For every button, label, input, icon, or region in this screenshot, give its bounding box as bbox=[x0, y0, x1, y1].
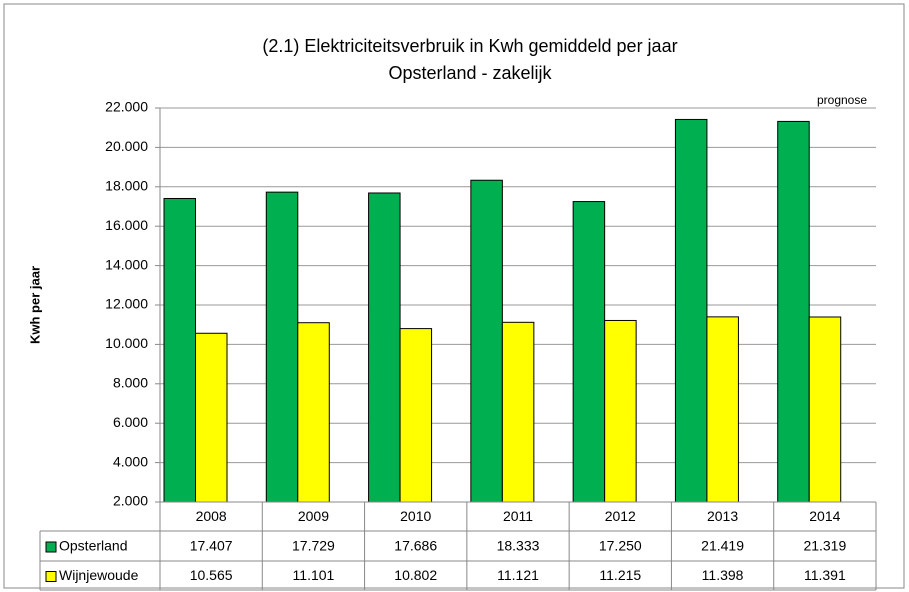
bar bbox=[297, 322, 330, 503]
y-tick-label: 10.000 bbox=[105, 335, 148, 351]
annotation: prognose bbox=[817, 93, 867, 107]
chart-title: (2.1) Elektriciteitsverbruik in Kwh gemi… bbox=[262, 36, 677, 56]
y-tick-label: 16.000 bbox=[105, 217, 148, 233]
x-tick-label: 2010 bbox=[400, 508, 431, 524]
bar bbox=[604, 319, 637, 503]
y-tick-label: 12.000 bbox=[105, 296, 148, 312]
data-label: 10.802 bbox=[394, 567, 437, 583]
y-tick-label: 20.000 bbox=[105, 138, 148, 154]
data-label: 11.391 bbox=[804, 567, 846, 583]
y-tick-label: 6.000 bbox=[113, 414, 148, 430]
bar bbox=[501, 321, 535, 503]
y-axis-label: Kwh per jaar bbox=[27, 266, 42, 344]
bar bbox=[470, 179, 503, 503]
bar bbox=[808, 316, 842, 503]
chart-subtitle: Opsterland - zakelijk bbox=[388, 63, 552, 83]
y-tick-label: 14.000 bbox=[105, 256, 148, 272]
y-tick-label: 22.000 bbox=[105, 99, 148, 115]
legend-label: Wijnjewoude bbox=[59, 567, 139, 583]
x-tick-label: 2012 bbox=[605, 508, 636, 524]
data-label: 21.319 bbox=[803, 538, 846, 554]
data-label: 11.101 bbox=[293, 567, 335, 583]
data-label: 17.407 bbox=[190, 538, 233, 554]
data-label: 17.250 bbox=[599, 538, 642, 554]
x-tick-label: 2009 bbox=[298, 508, 329, 524]
bar bbox=[195, 332, 228, 503]
y-tick-label: 18.000 bbox=[105, 178, 148, 194]
chart-border bbox=[3, 3, 905, 589]
bar bbox=[777, 120, 810, 503]
bar bbox=[368, 192, 401, 503]
bar bbox=[674, 118, 708, 503]
data-label: 11.215 bbox=[599, 567, 641, 583]
data-label: 17.686 bbox=[394, 538, 437, 554]
legend-swatch bbox=[45, 541, 57, 553]
y-tick-label: 8.000 bbox=[113, 375, 148, 391]
bar bbox=[399, 328, 433, 503]
data-label: 17.729 bbox=[292, 538, 335, 554]
data-label: 11.398 bbox=[702, 567, 744, 583]
x-tick-label: 2014 bbox=[809, 508, 840, 524]
bar bbox=[163, 197, 196, 503]
data-label: 21.419 bbox=[701, 538, 744, 554]
bar bbox=[265, 191, 299, 503]
y-tick-label: 4.000 bbox=[113, 453, 148, 469]
legend-label: Opsterland bbox=[59, 538, 127, 554]
data-label: 10.565 bbox=[190, 567, 233, 583]
x-tick-label: 2013 bbox=[707, 508, 738, 524]
data-label: 18.333 bbox=[497, 538, 540, 554]
bar bbox=[572, 201, 606, 503]
y-tick-label: 2.000 bbox=[113, 493, 148, 509]
data-label: 11.121 bbox=[497, 567, 539, 583]
legend-swatch bbox=[45, 571, 57, 582]
x-tick-label: 2008 bbox=[196, 508, 227, 524]
x-tick-label: 2011 bbox=[503, 508, 533, 524]
bar bbox=[706, 316, 739, 503]
